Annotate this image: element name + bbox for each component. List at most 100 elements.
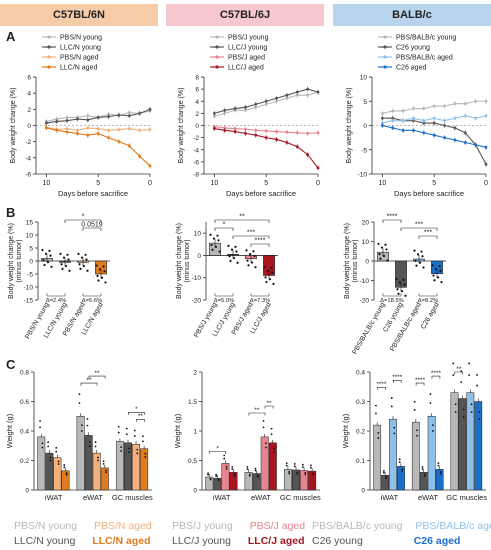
data-dot [247,264,250,267]
data-point [127,144,131,148]
data-point [138,128,142,132]
legend-pbs-aged: PBS/N aged [93,520,152,532]
data-dot [310,464,312,467]
bar [115,441,124,491]
data-dot [207,472,209,475]
bar [229,472,238,491]
x-tick-label: 0 [316,180,320,187]
bar [411,421,420,491]
data-dot [216,234,219,237]
data-dot [215,475,218,477]
significance-label: ** [138,413,144,420]
data-point [148,128,152,131]
data-point [76,132,79,135]
data-dot [296,471,299,474]
data-dot [270,427,273,430]
data-dot [120,446,123,449]
data-dot [47,441,50,443]
legend-label: LLC/N young [60,45,101,52]
data-dot [234,245,237,248]
data-dot [229,259,232,262]
data-dot [293,463,296,465]
data-dot [57,463,60,465]
significance-label: ** [86,377,92,384]
data-dot [266,269,270,272]
data-dot [439,470,442,473]
data-dot [144,456,147,458]
data-point [148,164,152,168]
x-tick-label: 5 [264,180,268,187]
y-axis-label: Body weight change (%) [8,223,15,299]
bar [450,392,459,491]
legend-swatch-marker [47,35,51,39]
data-point [107,115,110,119]
legend-label: LLC/J aged [228,65,264,72]
data-dot [233,474,236,477]
data-point [432,133,436,137]
data-dot [248,474,251,477]
y-tick-label: -10 [358,172,368,179]
data-point [107,136,110,140]
y-tick-label: 0.2 [356,429,365,436]
bar [283,469,292,491]
data-dot [288,470,291,473]
data-dot [63,464,66,466]
y-axis-label: (minus tumor) [352,239,359,282]
data-dot [246,466,249,468]
legend-label: PBS/N young [60,35,102,42]
data-point [264,129,268,133]
data-point [212,127,216,130]
data-dot [103,270,106,273]
data-dot [102,265,105,268]
data-dot [270,266,273,270]
bar [221,463,230,491]
significance-bracket [209,451,226,455]
panel-label-a: A [6,29,16,44]
bar [45,452,54,491]
category-label: C26 aged [420,301,441,330]
significance-label: **** [431,370,442,377]
legend-tumor-aged: LLC/J aged [247,535,305,547]
data-dot [413,249,416,252]
data-point [380,111,384,115]
x-tick-label: 10 [42,180,50,187]
bar [92,452,101,491]
legend-tumor-aged: C26 aged [413,535,461,547]
data-dot [78,393,81,396]
data-point [244,108,247,112]
bar [427,416,436,491]
data-dot [476,384,478,387]
data-dot [245,249,248,252]
x-axis-label: Days before sacrifice [58,189,128,198]
data-dot [218,250,221,253]
data-point [275,130,278,133]
delta-label: Δ=7.3% [250,298,270,304]
legend-swatch-marker [47,55,51,59]
data-point [275,138,278,141]
data-dot [312,472,315,475]
delta-label: Δ=18.5% [380,298,404,304]
bar [76,416,85,491]
bar [419,472,428,491]
data-dot [223,454,226,457]
data-dot [263,265,266,269]
significance-label: ** [267,400,273,407]
data-dot [80,256,84,259]
data-dot [384,243,387,246]
significance-bracket [80,382,98,386]
category-label: eWAT [251,493,271,502]
bar [213,477,222,491]
data-dot [144,452,147,455]
data-point [391,126,395,130]
strain-header-c57bl6n: C57BL/6N [0,4,158,26]
panel-label-b: B [6,205,16,220]
data-point [306,87,310,91]
data-dot [248,473,251,476]
data-point [233,130,237,133]
y-tick-label: -2 [193,135,199,142]
data-dot [377,242,380,245]
delta-label: Δ=5.0% [214,298,234,304]
data-dot [49,254,52,257]
data-point [295,145,299,149]
bar [61,470,70,491]
